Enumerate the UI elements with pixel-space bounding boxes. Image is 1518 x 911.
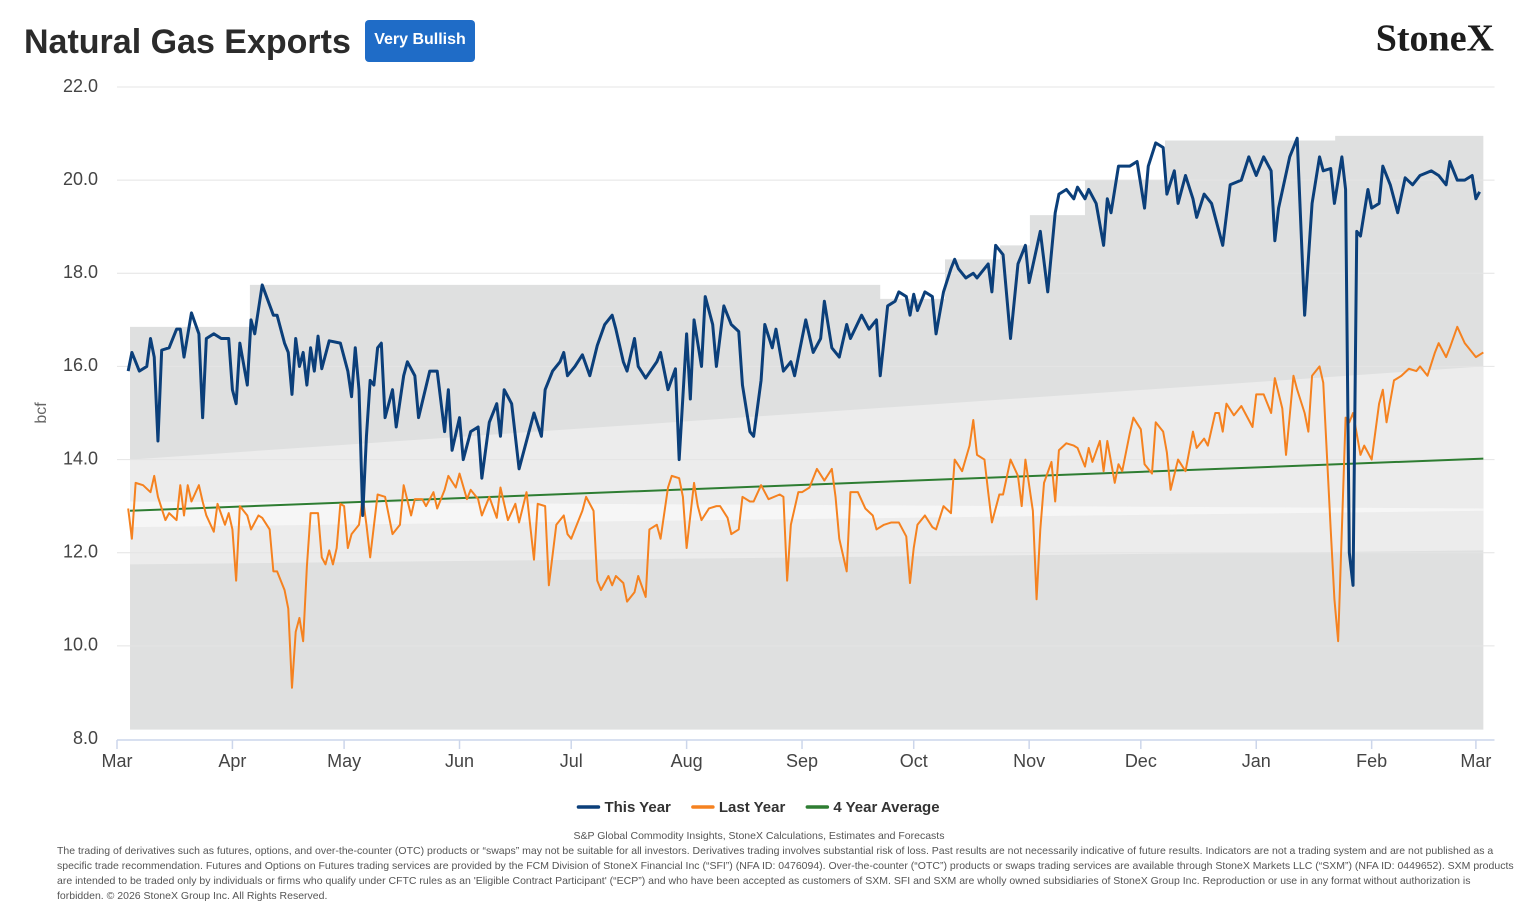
range-band bbox=[130, 501, 1484, 528]
x-tick-label: Feb bbox=[1356, 751, 1387, 771]
chart-title: Natural Gas Exports bbox=[24, 23, 351, 61]
y-tick-label: 14.0 bbox=[63, 448, 98, 468]
x-tick-label: May bbox=[327, 751, 361, 771]
legend-label: Last Year bbox=[719, 799, 786, 816]
x-tick-label: Oct bbox=[900, 751, 928, 771]
disclaimer: The trading of derivatives such as futur… bbox=[57, 845, 1514, 902]
x-tick-label: Dec bbox=[1125, 751, 1157, 771]
y-tick-label: 8.0 bbox=[73, 728, 98, 748]
sentiment-badge: Very Bullish bbox=[365, 20, 475, 62]
series-line bbox=[127, 325, 1484, 689]
source-note: S&P Global Commodity Insights, StoneX Ca… bbox=[573, 830, 945, 842]
y-tick-label: 10.0 bbox=[63, 635, 98, 655]
x-tick-label: Sep bbox=[786, 751, 818, 771]
x-tick-label: Mar bbox=[1460, 751, 1491, 771]
y-axis-label: bcf bbox=[33, 402, 50, 424]
x-tick-label: Aug bbox=[671, 751, 703, 771]
legend-label: This Year bbox=[604, 799, 671, 816]
x-tick-label: Mar bbox=[102, 751, 133, 771]
series-line bbox=[126, 136, 1481, 587]
legend-label: 4 Year Average bbox=[833, 799, 939, 816]
y-tick-label: 20.0 bbox=[63, 169, 98, 189]
y-tick-label: 22.0 bbox=[63, 76, 98, 96]
x-tick-label: Nov bbox=[1013, 751, 1045, 771]
y-tick-label: 18.0 bbox=[63, 262, 98, 282]
x-tick-label: Jul bbox=[560, 751, 583, 771]
x-tick-label: Apr bbox=[218, 751, 246, 771]
y-tick-label: 16.0 bbox=[63, 355, 98, 375]
y-tick-label: 12.0 bbox=[63, 541, 98, 561]
logo: StoneX bbox=[1376, 18, 1494, 60]
x-tick-label: Jun bbox=[445, 751, 474, 771]
x-tick-label: Jan bbox=[1242, 751, 1271, 771]
series-line bbox=[129, 457, 1484, 512]
